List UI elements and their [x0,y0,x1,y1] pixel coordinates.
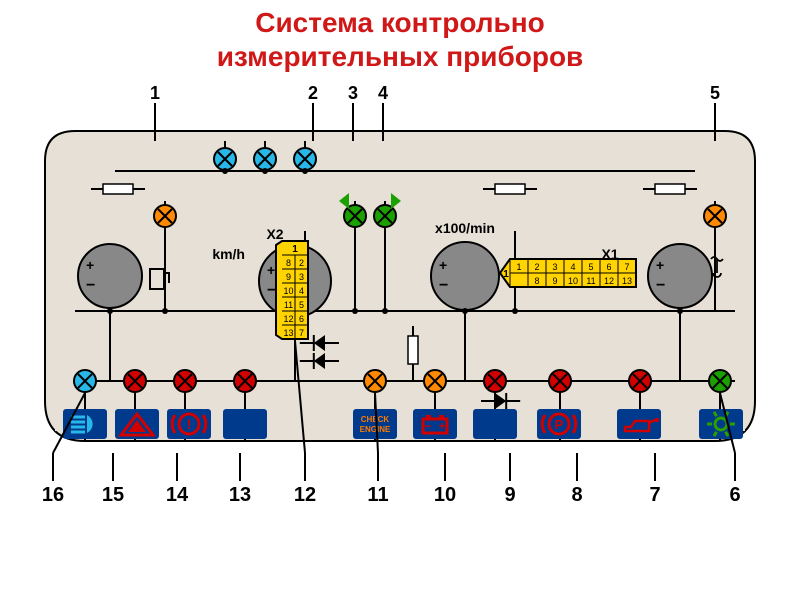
svg-text:+: + [439,257,447,273]
title-line-1: Система контрольно [255,7,545,38]
svg-text:11: 11 [586,276,595,286]
svg-text:P: P [555,417,564,432]
svg-text:13: 13 [283,328,293,338]
svg-text:7: 7 [649,484,660,506]
svg-text:9: 9 [286,272,291,282]
svg-text:1: 1 [150,83,160,103]
svg-text:−: − [424,419,431,433]
svg-text:4: 4 [299,286,304,296]
svg-text:3: 3 [299,272,304,282]
svg-text:13: 13 [229,484,251,506]
svg-text:−: − [656,277,665,294]
svg-text:14: 14 [166,484,189,506]
svg-text:12: 12 [604,276,614,286]
svg-text:11: 11 [284,300,293,310]
svg-text:6: 6 [606,262,611,272]
svg-text:4: 4 [378,83,388,103]
svg-text:−: − [267,282,276,299]
svg-text:−: − [86,277,95,294]
svg-text:6: 6 [299,314,304,324]
svg-text:9: 9 [504,484,515,506]
svg-text:2: 2 [299,258,304,268]
svg-text:X2: X2 [266,226,283,242]
svg-text:x100/min: x100/min [435,220,495,236]
svg-text:13: 13 [622,276,632,286]
svg-text:9: 9 [552,276,557,286]
diagram-title: Система контрольно измерительных приборо… [0,0,800,73]
svg-text:+: + [438,419,445,433]
svg-text:+: + [656,257,664,273]
wiring-diagram: +−+−+−+−X2km/hx100/minX11829310411512613… [15,81,785,511]
svg-text:1: 1 [516,262,521,272]
svg-text:!: ! [187,416,192,432]
svg-text:2: 2 [534,262,539,272]
svg-text:7: 7 [299,328,304,338]
svg-text:−: − [439,277,448,294]
svg-text:CHECK: CHECK [361,415,390,424]
svg-text:3: 3 [348,83,358,103]
svg-text:16: 16 [42,484,64,506]
svg-text:8: 8 [286,258,291,268]
svg-text:ENGINE: ENGINE [360,425,391,434]
svg-text:5: 5 [299,300,304,310]
svg-text:4: 4 [570,262,575,272]
svg-text:7: 7 [624,262,629,272]
svg-text:12: 12 [283,314,293,324]
svg-text:8: 8 [534,276,539,286]
svg-text:km/h: km/h [212,246,245,262]
svg-text:2: 2 [308,83,318,103]
title-line-2: измерительных приборов [217,41,584,72]
svg-text:8: 8 [571,484,582,506]
svg-text:6: 6 [729,484,740,506]
svg-text:1: 1 [292,244,298,255]
svg-text:5: 5 [710,83,720,103]
svg-text:10: 10 [568,276,578,286]
svg-text:15: 15 [102,484,124,506]
svg-text:11: 11 [367,484,388,506]
svg-text:+: + [86,257,94,273]
svg-text:12: 12 [294,484,316,506]
schematic-svg: +−+−+−+−X2km/hx100/minX11829310411512613… [15,81,785,511]
svg-text:+: + [267,262,275,278]
svg-text:3: 3 [552,262,557,272]
svg-text:10: 10 [434,484,456,506]
svg-text:1: 1 [503,269,509,280]
svg-text:10: 10 [283,286,293,296]
svg-text:5: 5 [588,262,593,272]
